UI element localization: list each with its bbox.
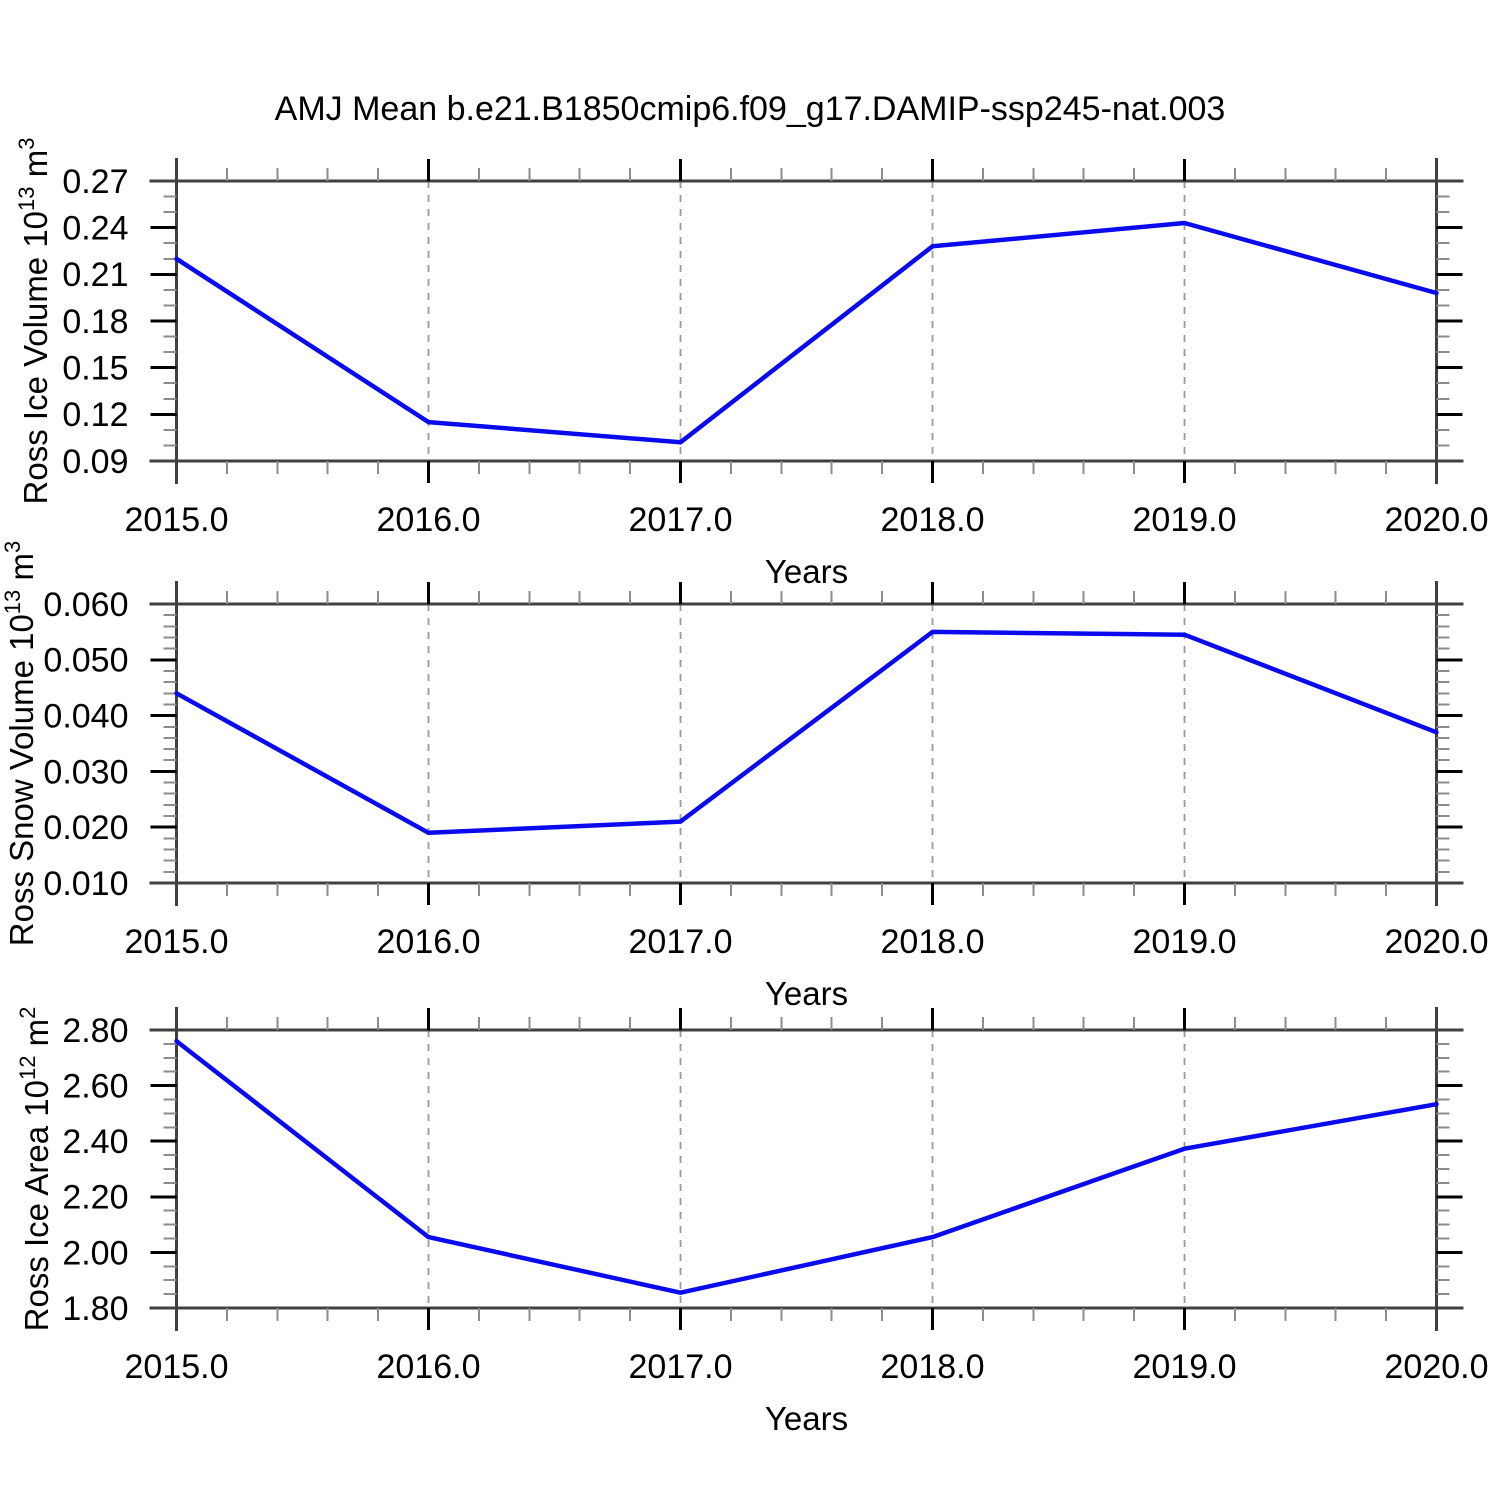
y-axis-title: Ross Ice Area 1012 m2: [15, 1007, 55, 1332]
y-tick-label: 2.60: [62, 1068, 128, 1106]
y-tick-labels: 0.27 0.24 0.21 0.18 0.15 0.12 0.09: [62, 163, 128, 481]
plot-frame: [149, 158, 1464, 484]
chart-ross-ice-area: 2.80 2.60 2.40 2.20 2.00 1.80 2015.0 2016.0 2017…: [15, 1007, 1489, 1437]
tick-marks: [150, 582, 1463, 905]
y-axis-title: Ross Snow Volume 1013 m3: [0, 541, 40, 946]
data-line-ross-snow-volume: [174, 629, 1439, 836]
y-tick-label: 0.030: [43, 753, 128, 791]
plot-frame: [149, 581, 1464, 906]
x-tick-label: 2017.0: [629, 1348, 733, 1386]
y-tick-label: 0.040: [43, 698, 128, 736]
x-axis-title: Years: [765, 975, 848, 1012]
x-tick-labels: 2015.0 2016.0 2017.0 2018.0 2019.0 2020.0: [125, 1348, 1489, 1386]
y-tick-label: 0.15: [62, 350, 128, 388]
x-tick-label: 2015.0: [125, 501, 229, 539]
x-tick-label: 2015.0: [125, 923, 229, 961]
data-line-ross-ice-area: [174, 1038, 1439, 1295]
y-tick-label: 0.24: [62, 210, 128, 248]
x-tick-label: 2019.0: [1133, 501, 1237, 539]
y-tick-label: 0.12: [62, 396, 128, 434]
chart-ross-ice-volume: 0.27 0.24 0.21 0.18 0.15 0.12 0.09 2015.0 2016.0…: [14, 138, 1489, 590]
y-tick-label: 0.050: [43, 642, 128, 680]
x-tick-label: 2018.0: [881, 501, 985, 539]
y-tick-label: 0.18: [62, 303, 128, 341]
x-tick-label: 2020.0: [1385, 1348, 1489, 1386]
x-tick-label: 2018.0: [881, 923, 985, 961]
y-tick-label: 0.27: [62, 163, 128, 201]
x-tick-label: 2017.0: [629, 923, 733, 961]
x-tick-label: 2020.0: [1385, 923, 1489, 961]
x-tick-label: 2015.0: [125, 1348, 229, 1386]
x-tick-label: 2020.0: [1385, 501, 1489, 539]
y-tick-label: 1.80: [62, 1290, 128, 1328]
vertical-gridlines: [427, 604, 1186, 883]
data-line-ross-ice-volume: [174, 220, 1439, 445]
tick-marks: [150, 159, 1463, 483]
y-tick-label: 0.020: [43, 809, 128, 847]
y-tick-labels: 2.80 2.60 2.40 2.20 2.00 1.80: [62, 1012, 128, 1328]
tick-marks: [150, 1008, 1463, 1330]
vertical-gridlines: [427, 1030, 1186, 1308]
x-tick-labels: 2015.0 2016.0 2017.0 2018.0 2019.0 2020.0: [125, 923, 1489, 961]
y-axis-title: Ross Ice Volume 1013 m3: [14, 138, 54, 505]
x-tick-labels: 2015.0 2016.0 2017.0 2018.0 2019.0 2020.0: [125, 501, 1489, 539]
y-tick-label: 0.060: [43, 586, 128, 624]
x-tick-label: 2016.0: [377, 1348, 481, 1386]
y-tick-label: 2.40: [62, 1123, 128, 1161]
y-tick-label: 0.21: [62, 256, 128, 294]
y-tick-labels: 0.060 0.050 0.040 0.030 0.020 0.010: [43, 586, 128, 903]
chart-ross-snow-volume: 0.060 0.050 0.040 0.030 0.020 0.010 2015.0 2016…: [0, 541, 1489, 1012]
y-tick-label: 2.80: [62, 1012, 128, 1050]
x-axis-title: Years: [765, 1400, 848, 1437]
y-tick-label: 0.010: [43, 865, 128, 903]
x-tick-label: 2018.0: [881, 1348, 985, 1386]
x-tick-label: 2016.0: [377, 923, 481, 961]
y-tick-label: 0.09: [62, 443, 128, 481]
plot-frame: [149, 1007, 1464, 1331]
vertical-gridlines: [427, 181, 1186, 461]
x-tick-label: 2019.0: [1133, 923, 1237, 961]
y-tick-label: 2.20: [62, 1179, 128, 1217]
y-tick-label: 2.00: [62, 1234, 128, 1272]
page-title: AMJ Mean b.e21.B1850cmip6.f09_g17.DAMIP-…: [274, 90, 1226, 128]
x-axis-title: Years: [765, 553, 848, 590]
x-tick-label: 2017.0: [629, 501, 733, 539]
x-tick-label: 2019.0: [1133, 1348, 1237, 1386]
x-tick-label: 2016.0: [377, 501, 481, 539]
